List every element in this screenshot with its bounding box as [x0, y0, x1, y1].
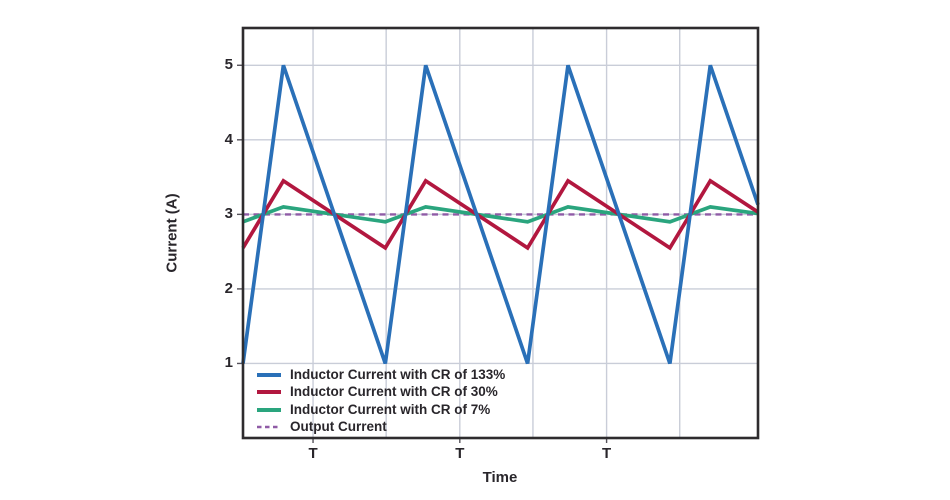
series-line-cr30 [241, 178, 760, 251]
legend-item-label: Inductor Current with CR of 7% [290, 401, 491, 417]
y-tick-label: 3 [224, 205, 233, 223]
series-line-cr133 [241, 64, 760, 365]
legend: Inductor Current with CR of 133% Inductor… [256, 366, 505, 436]
x-tick-label: T [455, 445, 465, 462]
y-tick-label: 4 [224, 130, 233, 148]
x-axis-title: Time [482, 469, 518, 486]
legend-item-label: Inductor Current with CR of 30% [290, 384, 498, 400]
legend-item: Inductor Current with CR of 7% [256, 401, 505, 419]
x-tick-label: T [308, 445, 318, 462]
series-line-cr7 [242, 205, 759, 224]
y-tick-label: 2 [224, 279, 233, 297]
legend-item-label: Output Current [290, 419, 387, 435]
legend-line-icon [257, 407, 281, 412]
legend-line-icon [257, 372, 281, 377]
legend-item: Output Current [256, 419, 505, 437]
legend-item: Inductor Current with CR of 133% [256, 366, 505, 384]
y-tick-label: 1 [224, 354, 233, 372]
legend-dashed-line-icon [257, 426, 281, 429]
x-tick-label: T [601, 445, 612, 462]
y-axis-title: Current (A) [163, 193, 181, 273]
legend-line-icon [257, 390, 281, 395]
legend-item: Inductor Current with CR of 30% [256, 384, 505, 402]
y-tick-label: 5 [224, 56, 233, 74]
legend-item-label: Inductor Current with CR of 133% [290, 366, 506, 382]
plot-frame [241, 26, 760, 440]
